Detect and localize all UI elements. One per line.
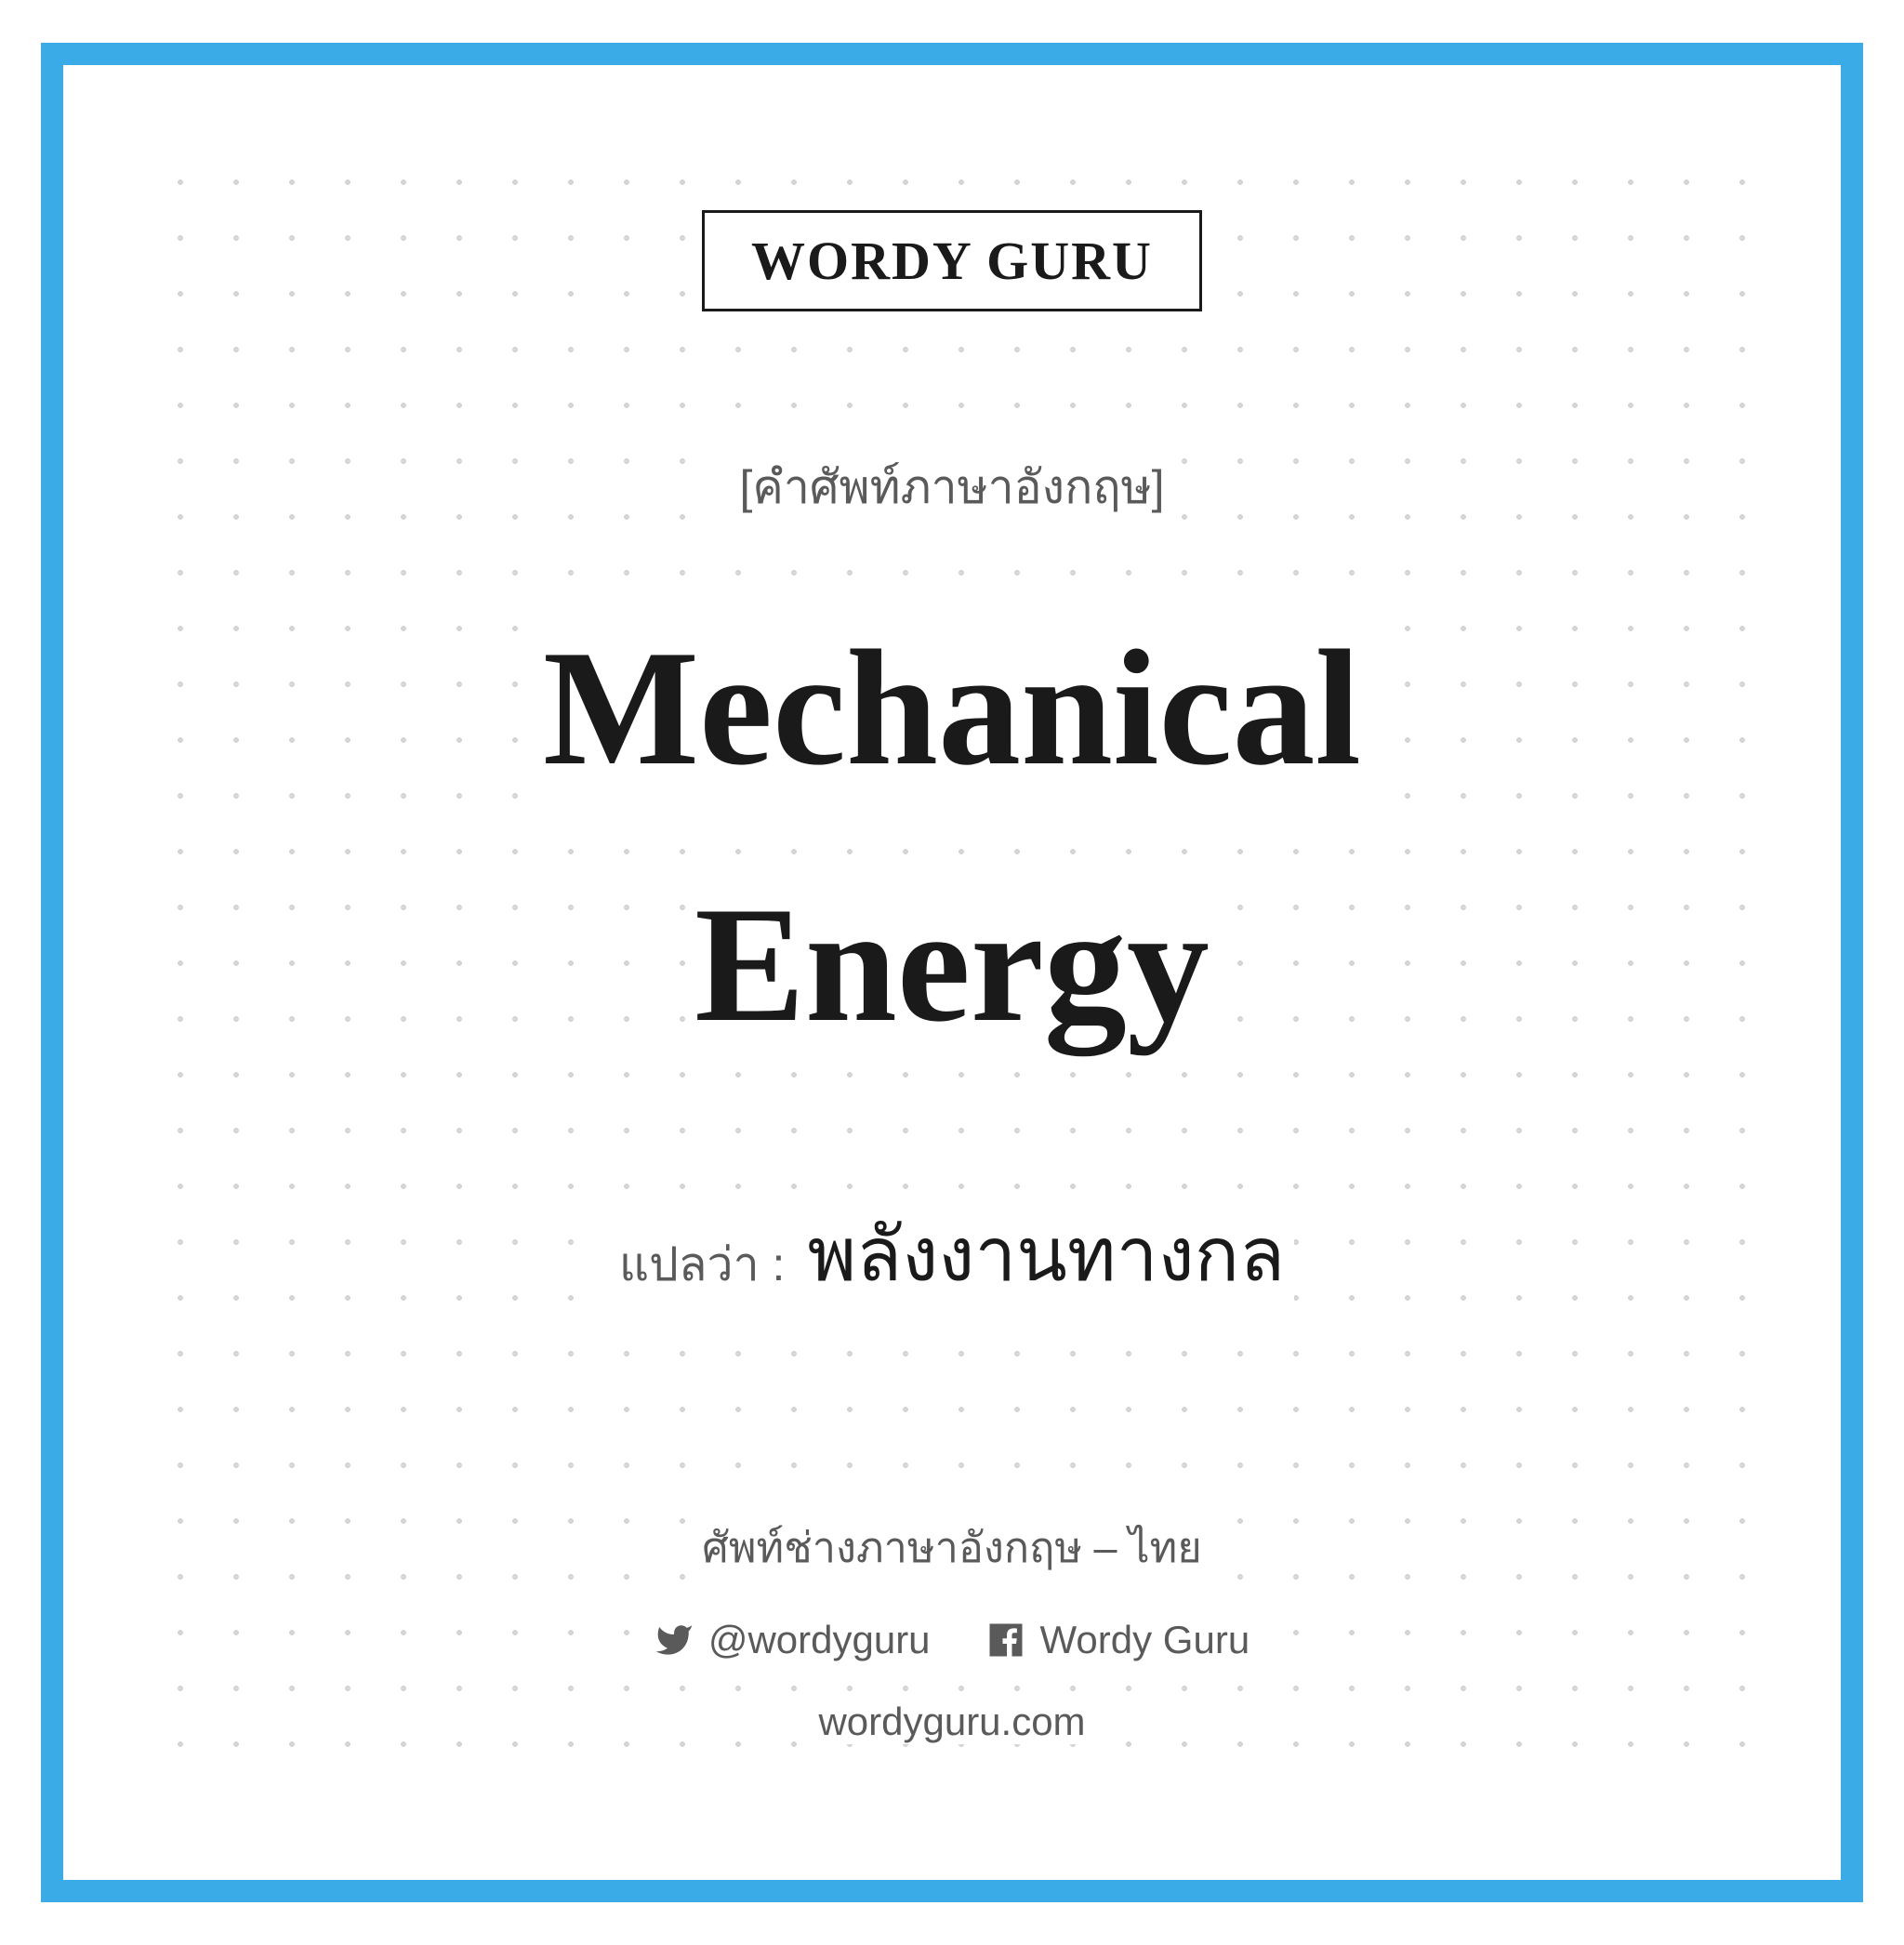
- twitter-handle: @wordyguru: [708, 1618, 931, 1662]
- logo-text: WORDY GURU: [751, 230, 1153, 292]
- twitter-icon: [654, 1621, 694, 1660]
- term-line-2: Energy: [685, 872, 1219, 1056]
- term-line-1: Mechanical: [534, 615, 1370, 800]
- main-term: Mechanical Energy: [524, 580, 1380, 1093]
- logo-box: WORDY GURU: [702, 210, 1202, 311]
- translation-label: แปลว่า :: [619, 1228, 786, 1302]
- translation-value: พลังงานทางกล: [807, 1196, 1285, 1314]
- content-area: WORDY GURU [คำศัพท์ภาษาอังกฤษ] Mechanica…: [152, 154, 1752, 1791]
- footer-title: ศัพท์ช่างภาษาอังกฤษ – ไทย: [693, 1514, 1210, 1581]
- translation-row: แปลว่า : พลังงานทางกล: [610, 1196, 1294, 1314]
- facebook-name: Wordy Guru: [1040, 1618, 1250, 1662]
- facebook-icon: [986, 1621, 1025, 1660]
- website-text: wordyguru.com: [809, 1700, 1094, 1744]
- twitter-item: @wordyguru: [654, 1618, 931, 1662]
- category-label: [คำศัพท์ภาษาอังกฤษ]: [733, 451, 1172, 524]
- social-row: @wordyguru Wordy Guru: [645, 1618, 1259, 1662]
- facebook-item: Wordy Guru: [986, 1618, 1250, 1662]
- outer-border-frame: WORDY GURU [คำศัพท์ภาษาอังกฤษ] Mechanica…: [41, 43, 1863, 1902]
- footer-section: ศัพท์ช่างภาษาอังกฤษ – ไทย @wordyguru Wor…: [152, 1514, 1752, 1744]
